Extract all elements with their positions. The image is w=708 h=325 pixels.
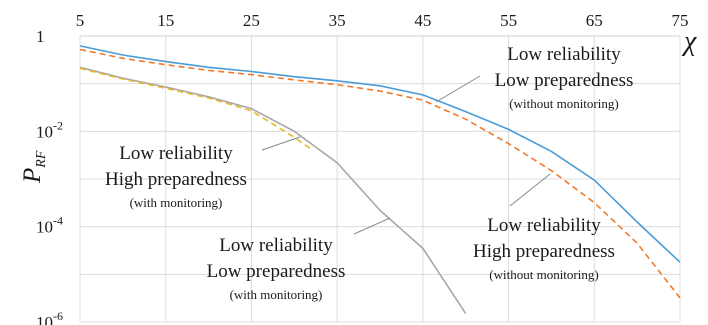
annotation-note: (with monitoring)	[130, 195, 223, 210]
annotation-note: (without monitoring)	[509, 96, 618, 111]
series-line-1	[79, 45, 681, 263]
axes: 5 15 25 35 45 55 65 75 1 10-2 10-4 10-6 χ PRF	[19, 11, 697, 325]
annotation-text: Low preparedness	[207, 261, 346, 282]
annotation-note: (with monitoring)	[230, 287, 323, 302]
x-axis-label: χ	[681, 26, 697, 57]
annotation-text: Low preparedness	[495, 70, 634, 91]
series-line-2	[79, 48, 681, 299]
annotation-note: (without monitoring)	[489, 267, 598, 282]
annotation-text: Low reliability	[487, 215, 601, 236]
annotation-text: High preparedness	[473, 241, 615, 262]
y-tick-label: 10-4	[36, 214, 63, 237]
x-tick-label: 45	[414, 11, 431, 30]
annotations: Low reliability Low preparedness (without …	[105, 44, 633, 302]
annotation-leader	[435, 75, 481, 103]
x-tick-label: 75	[672, 11, 689, 30]
annotation-leaders	[261, 75, 551, 235]
y-axis-label: PRF	[19, 150, 49, 184]
annotation-text: Low reliability	[119, 143, 233, 164]
series-line-4	[79, 67, 312, 150]
series-line-3	[79, 66, 467, 315]
x-tick-label: 65	[586, 11, 603, 30]
series-group	[79, 45, 681, 315]
x-tick-label: 15	[157, 11, 174, 30]
x-tick-label: 35	[329, 11, 346, 30]
y-tick-label: 10-6	[36, 309, 63, 325]
grid	[79, 35, 681, 323]
annotation-leader	[261, 136, 301, 151]
y-tick-label: 10-2	[36, 118, 63, 141]
x-tick-label: 25	[243, 11, 260, 30]
annotation-text: High preparedness	[105, 169, 247, 190]
x-tick-label: 5	[76, 11, 85, 30]
annotation-text: Low reliability	[219, 235, 333, 256]
annotation-leader	[353, 217, 391, 235]
x-tick-label: 55	[500, 11, 517, 30]
annotation-text: Low reliability	[507, 44, 621, 65]
annotation-leader	[509, 173, 551, 207]
y-tick-label: 1	[36, 27, 45, 46]
